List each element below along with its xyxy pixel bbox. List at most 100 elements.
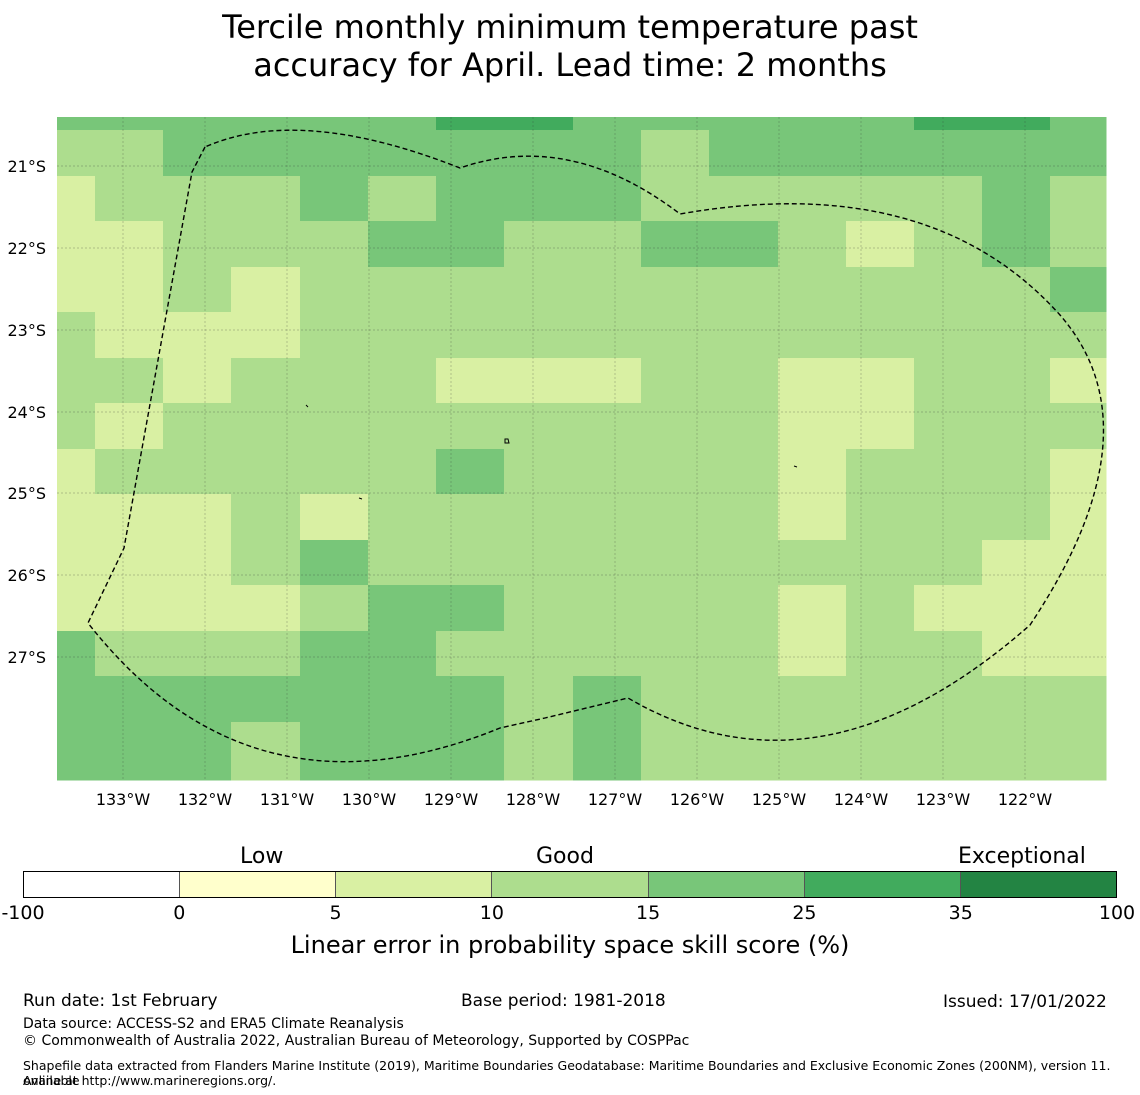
map-cell: [641, 267, 710, 313]
map-cell: [641, 358, 710, 404]
colorbar-segment: [179, 872, 336, 897]
map-cell: [300, 312, 369, 359]
map-cell: [914, 312, 983, 359]
latitude-label: 21°S: [7, 157, 46, 176]
map-cell: [163, 676, 232, 723]
map-cell: [368, 221, 437, 268]
map-cell: [368, 449, 437, 495]
map-cell: [231, 130, 301, 177]
map-cell: [709, 221, 779, 268]
shapefile-credit-line1: Shapefile data extracted from Flanders M…: [23, 1058, 1111, 1088]
longitude-label: 123°W: [916, 790, 971, 809]
colorbar-exceptional-label: Exceptional: [958, 844, 1086, 869]
map-cell: [778, 585, 847, 632]
map-cell: [641, 494, 710, 541]
latitude-label: 24°S: [7, 403, 46, 422]
map-cell: [846, 540, 915, 586]
colorbar-low-label: Low: [240, 844, 284, 869]
map-cell: [846, 358, 915, 404]
map-cell: [709, 676, 779, 723]
map-cell: [163, 312, 232, 359]
map-cell: [914, 722, 983, 781]
map-cell: [846, 117, 915, 131]
map-cell: [95, 267, 164, 313]
map-cell: [57, 130, 96, 177]
colorbar-tick-label: 15: [636, 902, 661, 924]
map-cell: [436, 631, 505, 677]
map-cell: [368, 267, 437, 313]
map-cell: [163, 722, 232, 781]
map-cell: [914, 449, 983, 495]
map-cell: [57, 449, 96, 495]
colorbar-tick-label: 0: [173, 902, 186, 924]
map-cell: [846, 494, 915, 541]
map-cell: [436, 221, 505, 268]
map-cell: [982, 676, 1051, 723]
map-cell: [914, 631, 983, 677]
map-cell: [95, 358, 164, 404]
map-cell: [709, 176, 779, 222]
map-cell: [914, 494, 983, 541]
map-cell: [778, 117, 847, 131]
map-cell: [504, 176, 574, 222]
map-cell: [300, 585, 369, 632]
map-cell: [300, 358, 369, 404]
latitude-label: 22°S: [7, 239, 46, 258]
map-cell: [300, 117, 369, 131]
map-cell: [1050, 403, 1107, 450]
map-cell: [1050, 312, 1107, 359]
map-cell: [846, 267, 915, 313]
map-cell: [846, 176, 915, 222]
map-cell: [914, 540, 983, 586]
map-cell: [57, 117, 96, 131]
map-cell: [641, 403, 710, 450]
map-cell: [641, 117, 710, 131]
map-cell: [300, 540, 369, 586]
colorbar-tick-label: -100: [1, 902, 45, 924]
map-cell: [914, 117, 983, 131]
map-cell: [504, 267, 574, 313]
map-cell: [57, 722, 96, 781]
map-cell: [778, 130, 847, 177]
colorbar-tick-label: 100: [1098, 902, 1136, 924]
map-title-line2: accuracy for April. Lead time: 2 months: [253, 46, 887, 84]
map-cell: [368, 312, 437, 359]
map-cell: [231, 585, 301, 632]
latitude-label: 23°S: [7, 321, 46, 340]
map-cell: [504, 722, 574, 781]
map-cell: [1050, 267, 1107, 313]
colorbar-segment: [335, 872, 492, 897]
map-cell: [573, 312, 642, 359]
map-cell: [300, 494, 369, 541]
map-cell: [231, 117, 301, 131]
map-cell: [231, 631, 301, 677]
map-cell: [1050, 631, 1107, 677]
map-cell: [436, 117, 505, 131]
map-cell: [231, 176, 301, 222]
map-cell: [436, 449, 505, 495]
map-cell: [95, 540, 164, 586]
map-cell: [300, 267, 369, 313]
map-cell: [982, 722, 1051, 781]
map-cell: [982, 585, 1051, 632]
map-cell: [982, 176, 1051, 222]
map-cell: [436, 267, 505, 313]
map-cell: [436, 585, 505, 632]
map-cell: [982, 267, 1051, 313]
map-cell: [914, 358, 983, 404]
map-cell: [368, 494, 437, 541]
longitude-label: 133°W: [96, 790, 151, 809]
map-cell: [1050, 449, 1107, 495]
data-source: Data source: ACCESS-S2 and ERA5 Climate …: [23, 1016, 404, 1032]
map-cell: [57, 221, 96, 268]
map-cell: [778, 221, 847, 268]
map-title-line1: Tercile monthly minimum temperature past: [222, 8, 918, 46]
longitude-label: 129°W: [424, 790, 479, 809]
map-cell: [231, 494, 301, 541]
map-cell: [504, 585, 574, 632]
map-cell: [641, 221, 710, 268]
map-cell: [709, 585, 779, 632]
latitude-label: 26°S: [7, 566, 46, 585]
map-cell: [95, 676, 164, 723]
map-cell: [846, 631, 915, 677]
